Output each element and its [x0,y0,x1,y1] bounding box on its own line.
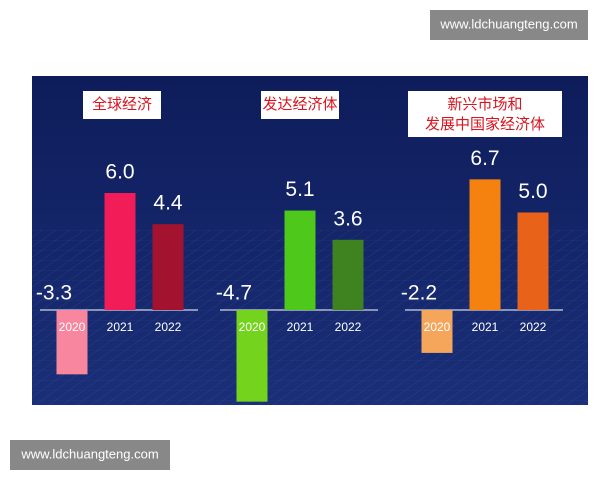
watermark-box [430,10,588,40]
title-box [261,91,339,119]
value-label: 6.7 [470,147,499,170]
x-tick-label: 2021 [287,320,314,334]
title-box [83,91,161,119]
chart-title: 发展中国家经济体 [425,115,545,133]
value-label: 6.0 [105,161,134,184]
chart-title: 全球经济 [92,95,152,113]
value-label: 5.0 [518,180,547,203]
chart-title: 发达经济体 [262,95,337,113]
x-tick-label: 2022 [520,320,547,334]
x-tick-label: 2022 [335,320,362,334]
x-tick-label: 2021 [472,320,499,334]
x-tick-label: 2020 [239,320,266,334]
value-label: 4.4 [153,192,183,215]
bar [284,210,316,310]
value-label: -2.2 [401,282,437,305]
charts: 全球经济 -3.3 2020 6.0 2021 4.4 2022 发达经济体 -4.7 2020 5… [36,91,563,402]
bar [56,310,88,375]
chart-title: 新兴市场和 [447,95,522,113]
value-label: -4.7 [216,282,252,305]
bar [517,212,549,310]
title-box [408,91,562,137]
watermark-box [10,440,170,470]
x-tick-label: 2020 [59,320,86,334]
watermark: www.ldchuangteng.com [439,16,577,31]
x-tick-label: 2022 [155,320,182,334]
bar [152,224,184,310]
bar [469,179,501,310]
x-tick-label: 2021 [107,320,134,334]
bar [104,193,136,310]
value-label: 5.1 [285,178,314,201]
value-label: -3.3 [36,282,72,305]
bar [236,310,268,402]
x-tick-label: 2020 [424,320,451,334]
watermark: www.ldchuangteng.com [20,446,158,461]
bar [332,239,364,310]
value-label: 3.6 [333,207,362,230]
bar [421,310,453,353]
